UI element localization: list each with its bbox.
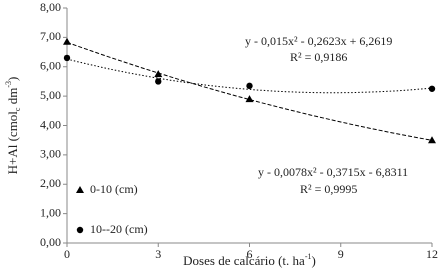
y-tick-label: 4,00 [40,117,61,131]
label-part: ) [5,77,20,81]
trend-equation: y - 0,015x² - 0,2623x + 6,2619 [245,34,392,48]
y-tick-label: 1,00 [40,205,61,219]
y-tick-label: 2,00 [40,176,61,190]
r-squared: R² = 0,9995 [300,182,357,196]
y-tick-label: 5,00 [40,88,61,102]
x-tick-label: 9 [338,247,344,261]
circle-marker [63,54,71,62]
trend-line [66,41,433,141]
x-axis-label: Doses de calcário (t. ha-1) [183,252,316,268]
y-tick-label: 8,00 [40,0,61,14]
label-part: ) [311,253,315,268]
y-tick-label: 6,00 [40,59,61,73]
triangle-marker [63,37,71,45]
label-part: dm [5,88,20,108]
legend-marker [76,226,84,234]
triangle-marker [428,136,436,144]
x-tick-label: 12 [426,247,438,261]
circle-marker [246,82,253,90]
triangle-marker [154,70,163,78]
trend-equation: y - 0,0078x² - 0,3715x - 6,8311 [258,165,408,179]
label-part: c [13,107,22,111]
x-tick-label: 0 [64,247,70,261]
label-part: Doses de calcário (t. ha [183,253,305,268]
label-part: -3 [4,81,13,88]
x-tick-label: 6 [247,247,253,261]
circle-marker [155,78,162,85]
legend-label: 10--20 (cm) [90,222,148,236]
y-tick-label: 3,00 [40,147,61,161]
circle-marker [428,85,436,92]
y-axis-label: H+Al (cmolc dm-3) [4,77,22,175]
triangle-marker [245,95,254,103]
label-part: H+Al (cmol [5,111,20,175]
legend-label: 0-10 (cm) [90,182,138,196]
label-part: -1 [305,252,312,261]
x-tick-label: 3 [155,247,161,261]
legend-marker [76,186,84,193]
r-squared: R² = 0,9186 [290,50,347,64]
y-tick-label: 7,00 [40,29,61,43]
y-tick-label: 0,00 [40,235,61,249]
